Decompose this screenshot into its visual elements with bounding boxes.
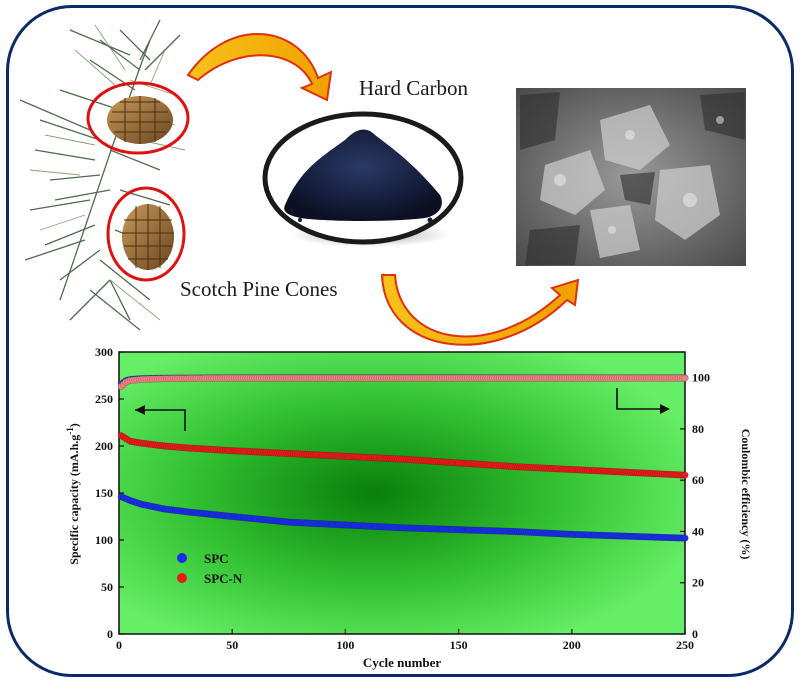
highlight-circle-upper [86,81,190,155]
left-arrowhead [135,405,145,415]
legend-label-spc-n: SPC-N [204,571,243,586]
data-point [681,374,689,382]
cycling-performance-chart: 0 50 100 150 200 2500501001502002503000204060… [65,345,753,670]
legend-marker-spc [177,553,187,563]
series-spc-capacity [117,493,689,542]
y2-tick-label: 40 [692,524,704,538]
right-axis-indicator-arrow [616,388,668,410]
y-tick-label: 50 [101,580,113,594]
x-tick-label: 150 [450,638,468,652]
series-spcn-efficiency [117,374,689,391]
x-tick-label: 200 [563,638,581,652]
legend-label-spc: SPC [204,551,229,566]
x-tick-label: 100 [336,638,354,652]
y2-tick-label: 60 [692,473,704,487]
pine-cone-upper [107,96,173,144]
x-tick-label: 50 [226,638,238,652]
y2-tick-label: 0 [692,627,698,641]
pine-branch-illustration [19,19,190,331]
hard-carbon-powder-image [262,111,464,247]
y-tick-label: 250 [95,392,113,406]
y-tick-label: 100 [95,533,113,547]
x-tick-label: 0 [116,638,122,652]
y-tick-label: 0 [107,627,113,641]
hard-carbon-label: Hard Carbon [359,76,469,100]
y2-tick-label: 100 [692,371,710,385]
y-tick-label: 300 [95,345,113,359]
arrow-to-sem-image [380,274,580,346]
scotch-pine-cones-label: Scotch Pine Cones [180,277,338,301]
y2-tick-label: 20 [692,576,704,590]
sem-micrograph-image [516,88,746,266]
y2-axis-label: Coulombic efficiency (%) [739,429,753,560]
pine-cone-lower [122,204,174,270]
left-axis-indicator-arrow [135,409,186,431]
x-axis-label: Cycle number [363,655,442,670]
legend-marker-spc-n [177,573,187,583]
highlight-circle-lower [106,186,186,282]
y-tick-label: 150 [95,486,113,500]
plot-area [118,351,686,635]
data-point [681,534,689,542]
right-arrowhead [660,404,670,414]
y2-tick-label: 80 [692,422,704,436]
arrow-to-hard-carbon [186,32,333,102]
y-axis-label: Specific capacity (mA.h.g-1) [65,423,81,564]
data-point [681,471,689,479]
y-tick-label: 200 [95,439,113,453]
series-spcn-capacity [117,432,689,479]
x-tick-label: 250 [676,638,694,652]
chart-legend: SPC SPC-N [177,551,243,586]
